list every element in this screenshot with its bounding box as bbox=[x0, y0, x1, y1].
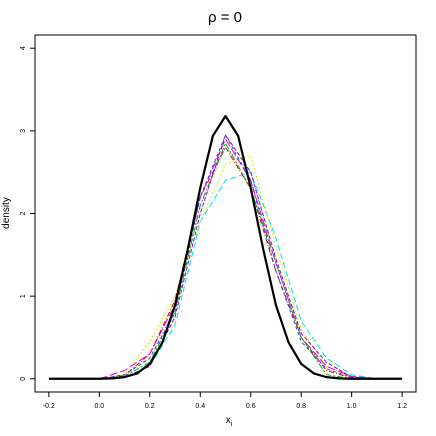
density-line bbox=[99, 142, 377, 380]
y-tick-label: 0 bbox=[20, 377, 27, 381]
y-tick-label: 4 bbox=[20, 46, 27, 50]
density-line bbox=[99, 146, 377, 380]
density-line bbox=[99, 138, 377, 380]
y-axis-label: density bbox=[1, 197, 12, 229]
plot-frame bbox=[34, 34, 417, 393]
density-line bbox=[48, 114, 403, 380]
x-label-sub: i bbox=[231, 421, 233, 428]
x-tick-label: 0.4 bbox=[195, 403, 205, 410]
x-tick-label: 0.2 bbox=[145, 403, 155, 410]
y-tick-label: 1 bbox=[20, 294, 27, 298]
chart-title: ρ = 0 bbox=[208, 9, 242, 26]
x-tick-label: 1.0 bbox=[347, 403, 357, 410]
x-tick-label: -0.2 bbox=[43, 403, 55, 410]
y-tick-label: 3 bbox=[20, 129, 27, 133]
x-tick-label: 0.6 bbox=[246, 403, 256, 410]
x-label-main: x bbox=[226, 415, 231, 426]
y-tick-label: 2 bbox=[20, 211, 27, 215]
density-line bbox=[99, 171, 377, 380]
x-tick-label: 0.0 bbox=[94, 403, 104, 410]
x-axis-label: xi bbox=[226, 415, 233, 428]
density-line bbox=[99, 146, 377, 380]
density-line bbox=[99, 155, 377, 380]
density-line bbox=[99, 134, 377, 380]
density-line bbox=[99, 134, 377, 380]
x-tick-label: 1.2 bbox=[397, 403, 407, 410]
x-tick-label: 0.8 bbox=[296, 403, 306, 410]
